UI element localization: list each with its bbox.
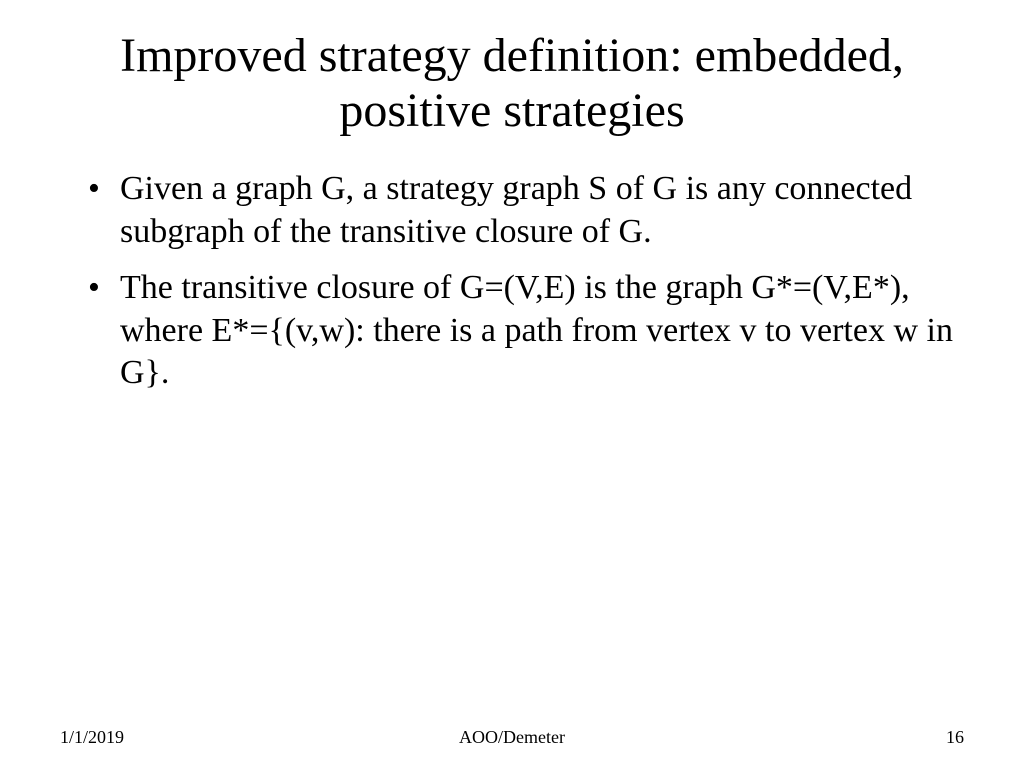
bullet-list: Given a graph G, a strategy graph S of G… — [90, 168, 964, 395]
footer-page-number: 16 — [946, 727, 964, 748]
footer-date: 1/1/2019 — [60, 727, 124, 748]
slide-title: Improved strategy definition: embedded, … — [60, 28, 964, 138]
bullet-item: Given a graph G, a strategy graph S of G… — [90, 168, 964, 253]
slide-footer: 1/1/2019 AOO/Demeter 16 — [0, 727, 1024, 748]
bullet-item: The transitive closure of G=(V,E) is the… — [90, 267, 964, 395]
slide-content: Given a graph G, a strategy graph S of G… — [60, 168, 964, 728]
slide-container: Improved strategy definition: embedded, … — [0, 0, 1024, 768]
footer-center: AOO/Demeter — [459, 727, 565, 748]
